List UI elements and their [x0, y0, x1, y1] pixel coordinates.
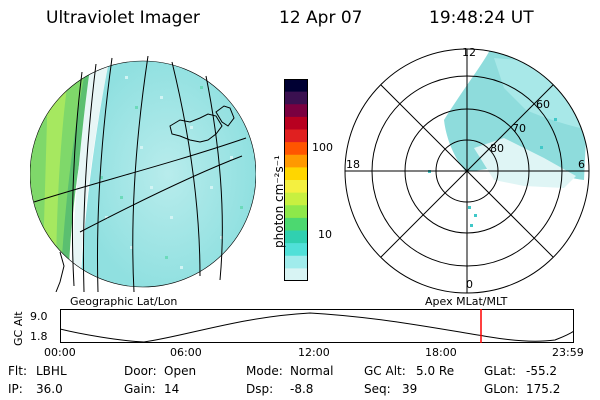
- colorbar-tick-100: 100: [312, 141, 333, 154]
- colorbar-unit-label: photon cm⁻²s⁻¹: [272, 155, 286, 248]
- altitude-min-label: 1.8: [30, 330, 48, 343]
- mlat-label-80: 80: [490, 142, 504, 155]
- gain-label: Gain:: [124, 382, 156, 396]
- geographic-panel-label: Geographic Lat/Lon: [70, 295, 178, 308]
- ip-value: 36.0: [36, 382, 63, 396]
- seq-label: Seq:: [364, 382, 391, 396]
- dsp-label: Dsp:: [246, 382, 274, 396]
- mode-value: Normal: [290, 364, 334, 378]
- colorbar-swatch: [284, 116, 308, 131]
- colorbar-swatch: [284, 167, 308, 181]
- flt-value: LBHL: [36, 364, 67, 378]
- mlt-label-left: 18: [346, 158, 360, 171]
- time-tick-0600: 06:00: [170, 346, 202, 359]
- gain-value: 14: [164, 382, 180, 396]
- mlt-label-top: 12: [462, 46, 476, 59]
- gcalt-value: 5.0 Re: [416, 364, 455, 378]
- geographic-globe-view: [30, 56, 256, 292]
- door-value: Open: [164, 364, 197, 378]
- mlt-label-right: 6: [578, 158, 585, 171]
- altitude-curve: [60, 312, 574, 343]
- colorbar-swatch: [284, 79, 308, 93]
- colorbar-swatch: [284, 205, 308, 219]
- dsp-value: -8.8: [290, 382, 314, 396]
- door-label: Door:: [124, 364, 157, 378]
- colorbar-swatch: [284, 230, 308, 244]
- altitude-axis-label: GC Alt: [12, 311, 25, 346]
- geographic-grid-lines: [33, 56, 247, 292]
- altitude-plot: [60, 309, 574, 343]
- colorbar-swatch: [284, 91, 308, 105]
- colorbar-tick-10: 10: [318, 228, 332, 241]
- glat-label: GLat:: [484, 364, 517, 378]
- colorbar-swatch: [284, 255, 308, 269]
- seq-value: 39: [402, 382, 418, 396]
- colorbar-swatch: [284, 243, 308, 257]
- polar-grid: [344, 48, 590, 294]
- mode-label: Mode:: [246, 364, 283, 378]
- coastline: [55, 105, 235, 292]
- mlt-label-bottom: 0: [466, 278, 473, 291]
- glat-value: -55.2: [526, 364, 558, 378]
- polar-mlat-mlt-view: [344, 48, 590, 294]
- globe-image-data: [30, 61, 256, 287]
- polar-panel-label: Apex MLat/MLT: [425, 295, 508, 308]
- ip-label: IP:: [8, 382, 23, 396]
- glon-value: 175.2: [526, 382, 561, 396]
- time-tick-2359: 23:59: [552, 346, 584, 359]
- image-title: Ultraviolet Imager: [46, 8, 200, 28]
- colorbar-swatch: [284, 217, 308, 232]
- colorbar-swatch: [284, 154, 308, 168]
- colorbar-swatches: [284, 79, 308, 281]
- colorbar-swatch: [284, 192, 308, 206]
- mlat-label-70: 70: [512, 122, 526, 135]
- altitude-max-label: 9.0: [30, 310, 48, 323]
- colorbar-swatch: [284, 129, 308, 143]
- flt-label: Flt:: [8, 364, 27, 378]
- gcalt-label: GC Alt:: [364, 364, 406, 378]
- time-tick-0000: 00:00: [44, 346, 76, 359]
- time-tick-1200: 12:00: [298, 346, 330, 359]
- colorbar-swatch: [284, 268, 308, 281]
- glon-label: GLon:: [484, 382, 519, 396]
- colorbar-swatch: [284, 180, 308, 194]
- mlat-label-60: 60: [536, 98, 550, 111]
- polar-image-data: [428, 50, 586, 227]
- image-time: 19:48:24 UT: [429, 8, 534, 28]
- time-tick-1800: 18:00: [425, 346, 457, 359]
- intensity-colorbar: [284, 79, 308, 281]
- image-date: 12 Apr 07: [279, 8, 363, 28]
- colorbar-swatch: [284, 104, 308, 118]
- colorbar-swatch: [284, 142, 308, 156]
